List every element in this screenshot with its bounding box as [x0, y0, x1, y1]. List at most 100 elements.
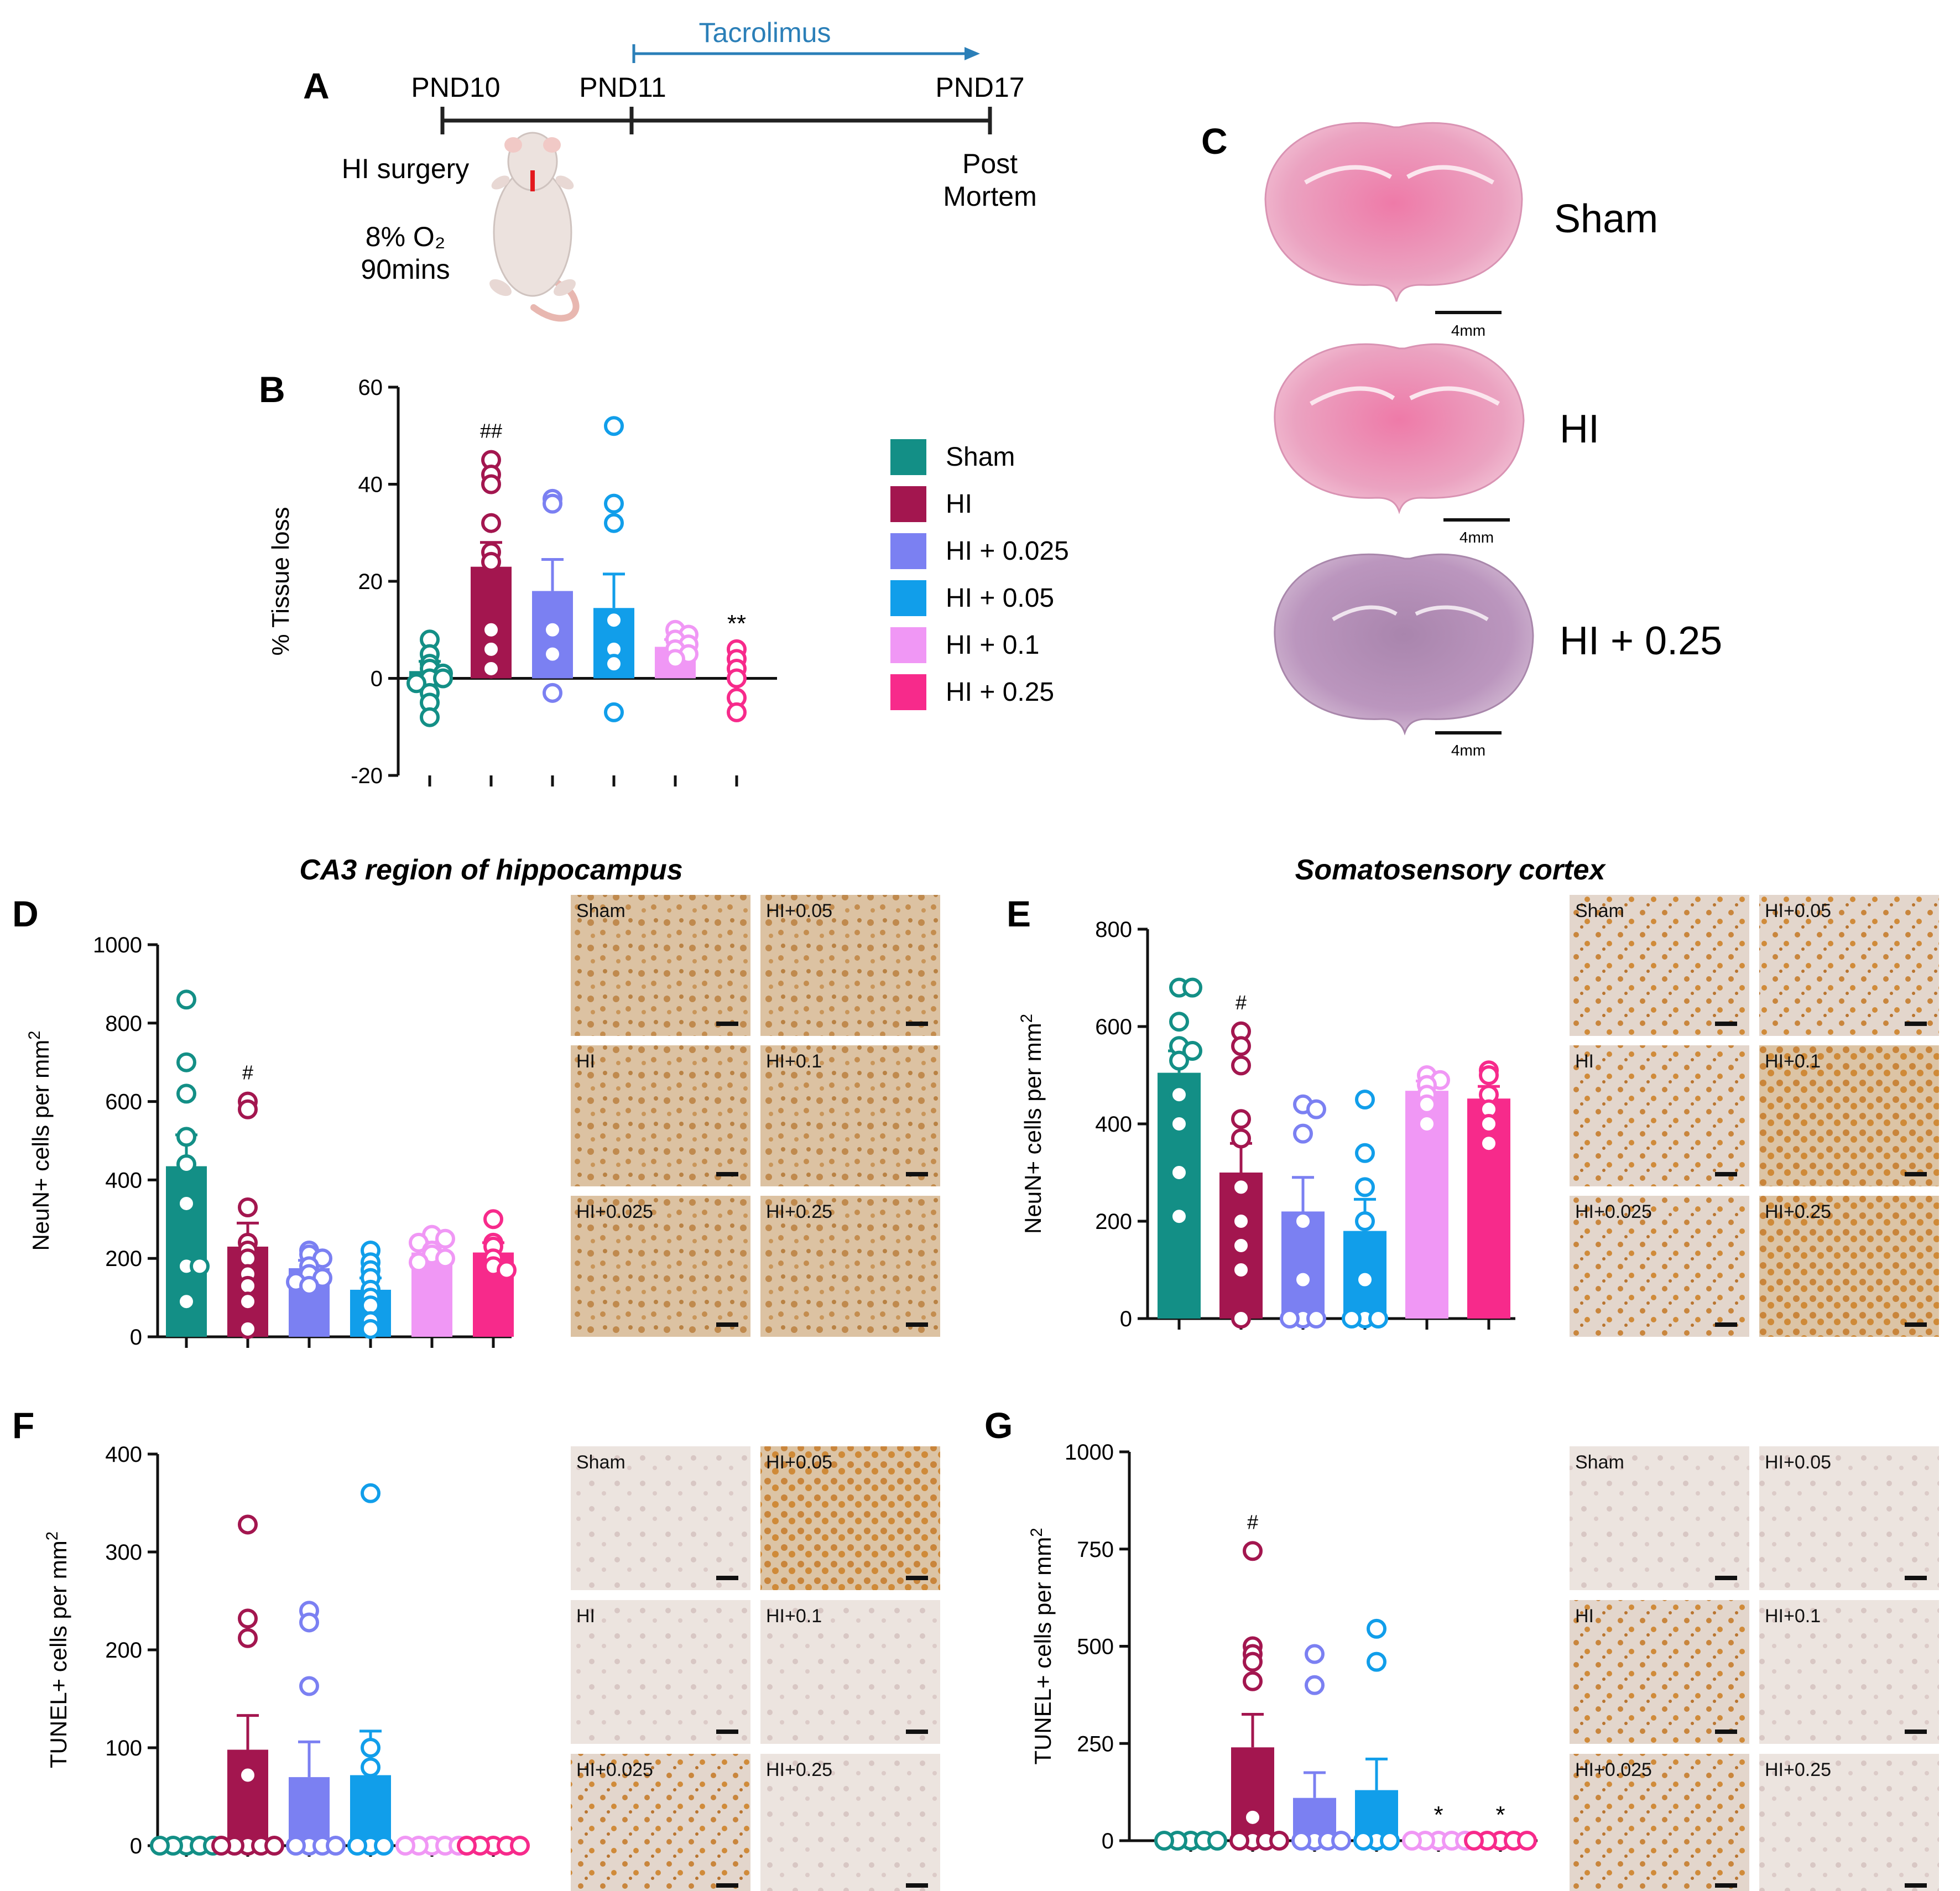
tacrolimus-label: Tacrolimus — [699, 17, 831, 48]
data-point — [483, 1209, 503, 1230]
micrograph-tile — [571, 895, 750, 1036]
data-point — [347, 1836, 367, 1856]
data-point — [238, 1765, 258, 1785]
data-point — [1464, 1831, 1484, 1851]
data-point — [1402, 1831, 1422, 1851]
micrograph-scale-bar — [906, 1883, 928, 1888]
y-tick-label: 300 — [105, 1540, 142, 1565]
micrograph-label: HI+0.025 — [1575, 1201, 1652, 1222]
micrograph-tile — [760, 1045, 940, 1186]
y-tick-label: 0 — [130, 1325, 142, 1350]
legend-swatch — [890, 439, 926, 475]
y-axis-label: TUNEL+ cells per mm2 — [1028, 1528, 1056, 1764]
data-point — [238, 1628, 258, 1648]
legend-swatch — [890, 627, 926, 663]
section-title-hippocampus: CA3 region of hippocampus — [299, 854, 682, 886]
data-point — [286, 1836, 306, 1856]
micrograph-scale-bar — [1905, 1022, 1927, 1026]
y-axis-label: TUNEL+ cells per mm2 — [43, 1531, 71, 1768]
tissue-loss-chart: -20 0 20 40 60 % Tissue loss ## ** — [267, 376, 777, 788]
data-point — [1305, 1675, 1325, 1695]
timeline-panel: A Tacrolimus PND10 PND11 PND17 HI surger… — [303, 17, 1037, 322]
data-point — [1479, 1114, 1499, 1134]
data-point — [1231, 1309, 1251, 1329]
y-tick-label: -20 — [351, 764, 383, 788]
data-point — [727, 668, 747, 689]
micrograph-grid-g: Sham HI+0.05 HI HI+0.1 HI+0.025 HI+0.25 — [1570, 1446, 1939, 1891]
scale-bar-label-hi: 4mm — [1459, 529, 1494, 546]
y-tick-label: 400 — [105, 1168, 142, 1192]
data-point — [1169, 1206, 1189, 1227]
data-point — [435, 1228, 455, 1249]
y-tick-label: 250 — [1077, 1732, 1114, 1756]
data-point — [481, 513, 501, 533]
y-tick-label: 0 — [371, 667, 383, 691]
micrograph-scale-bar — [906, 1172, 928, 1176]
data-point — [238, 1608, 258, 1629]
data-point — [238, 1291, 258, 1312]
scale-bar-label-sham: 4mm — [1451, 322, 1485, 339]
pnd10-label: PND10 — [411, 72, 500, 103]
data-point — [1169, 1085, 1189, 1105]
y-tick-label: 20 — [358, 570, 383, 594]
data-point — [1169, 1114, 1189, 1134]
micrograph-label: HI+0.1 — [1765, 1051, 1821, 1072]
pnd11-label: PND11 — [579, 72, 666, 103]
significance-marker: ## — [480, 420, 502, 442]
data-point — [264, 1836, 284, 1856]
data-point — [361, 1738, 380, 1758]
y-tick-label: 600 — [105, 1090, 142, 1114]
data-point — [433, 668, 453, 689]
data-point — [326, 1836, 346, 1856]
micrograph-tile — [1759, 1045, 1939, 1186]
data-point — [604, 610, 624, 631]
data-point — [361, 1757, 380, 1778]
data-point — [1368, 1309, 1388, 1329]
data-point — [395, 1836, 415, 1856]
data-point — [1293, 1211, 1313, 1231]
data-point — [665, 649, 685, 669]
significance-marker: # — [1236, 991, 1247, 1014]
micrograph-tile — [1570, 1446, 1749, 1590]
micrograph-tile — [1759, 1196, 1939, 1337]
micrograph-grid-e: Sham HI+0.05 HI HI+0.1 HI+0.025 HI+0.25 — [1570, 895, 1939, 1337]
data-point — [1417, 1114, 1437, 1134]
data-point — [604, 654, 624, 674]
data-point — [1182, 977, 1202, 998]
brain-sections-panel: C 4mm Sham 4mm HI 4mm HI + 0.25 — [1201, 121, 1722, 759]
micrograph-tile — [1759, 895, 1939, 1036]
data-point — [481, 551, 501, 572]
data-point — [1291, 1831, 1311, 1851]
bar-hi — [227, 1749, 268, 1846]
data-point — [481, 639, 501, 659]
micrograph-label: HI — [576, 1051, 595, 1072]
data-point — [1355, 1143, 1375, 1163]
micrograph-scale-bar — [1715, 1322, 1737, 1327]
hypoxia-oxygen-label: 8% O₂ — [366, 221, 445, 252]
micrograph-tile — [1759, 1754, 1939, 1891]
data-point — [420, 707, 440, 727]
micrograph-tile — [760, 1754, 940, 1891]
brain-section-hi: 4mm HI — [1274, 343, 1599, 546]
data-point — [1355, 1211, 1375, 1231]
panel-letter-a: A — [303, 65, 330, 106]
legend-swatch — [890, 533, 926, 569]
micrograph-label: HI — [1575, 1606, 1594, 1627]
micrograph-tile — [760, 1196, 940, 1337]
bar-hi-0-05 — [350, 1775, 391, 1846]
micrograph-grid-f: Sham HI+0.05 HI HI+0.1 HI+0.025 HI+0.25 — [571, 1446, 940, 1891]
y-tick-label: 0 — [130, 1834, 142, 1858]
section-title-cortex: Somatosensory cortex — [1295, 854, 1607, 886]
y-tick-label: 400 — [1095, 1112, 1132, 1137]
neun-hippocampus-chart: 0 200 400 600 800 1000 NeuN+ cells per mm2 # — [25, 933, 517, 1350]
data-point — [1231, 1236, 1251, 1256]
data-point — [604, 493, 624, 514]
micrograph-scale-bar — [716, 1883, 738, 1888]
data-point — [1182, 1041, 1202, 1061]
y-tick-label: 600 — [1095, 1015, 1132, 1039]
y-tick-label: 500 — [1077, 1635, 1114, 1659]
data-point — [435, 1248, 455, 1269]
micrograph-label: HI+0.1 — [766, 1606, 822, 1627]
data-point — [1306, 1309, 1326, 1329]
